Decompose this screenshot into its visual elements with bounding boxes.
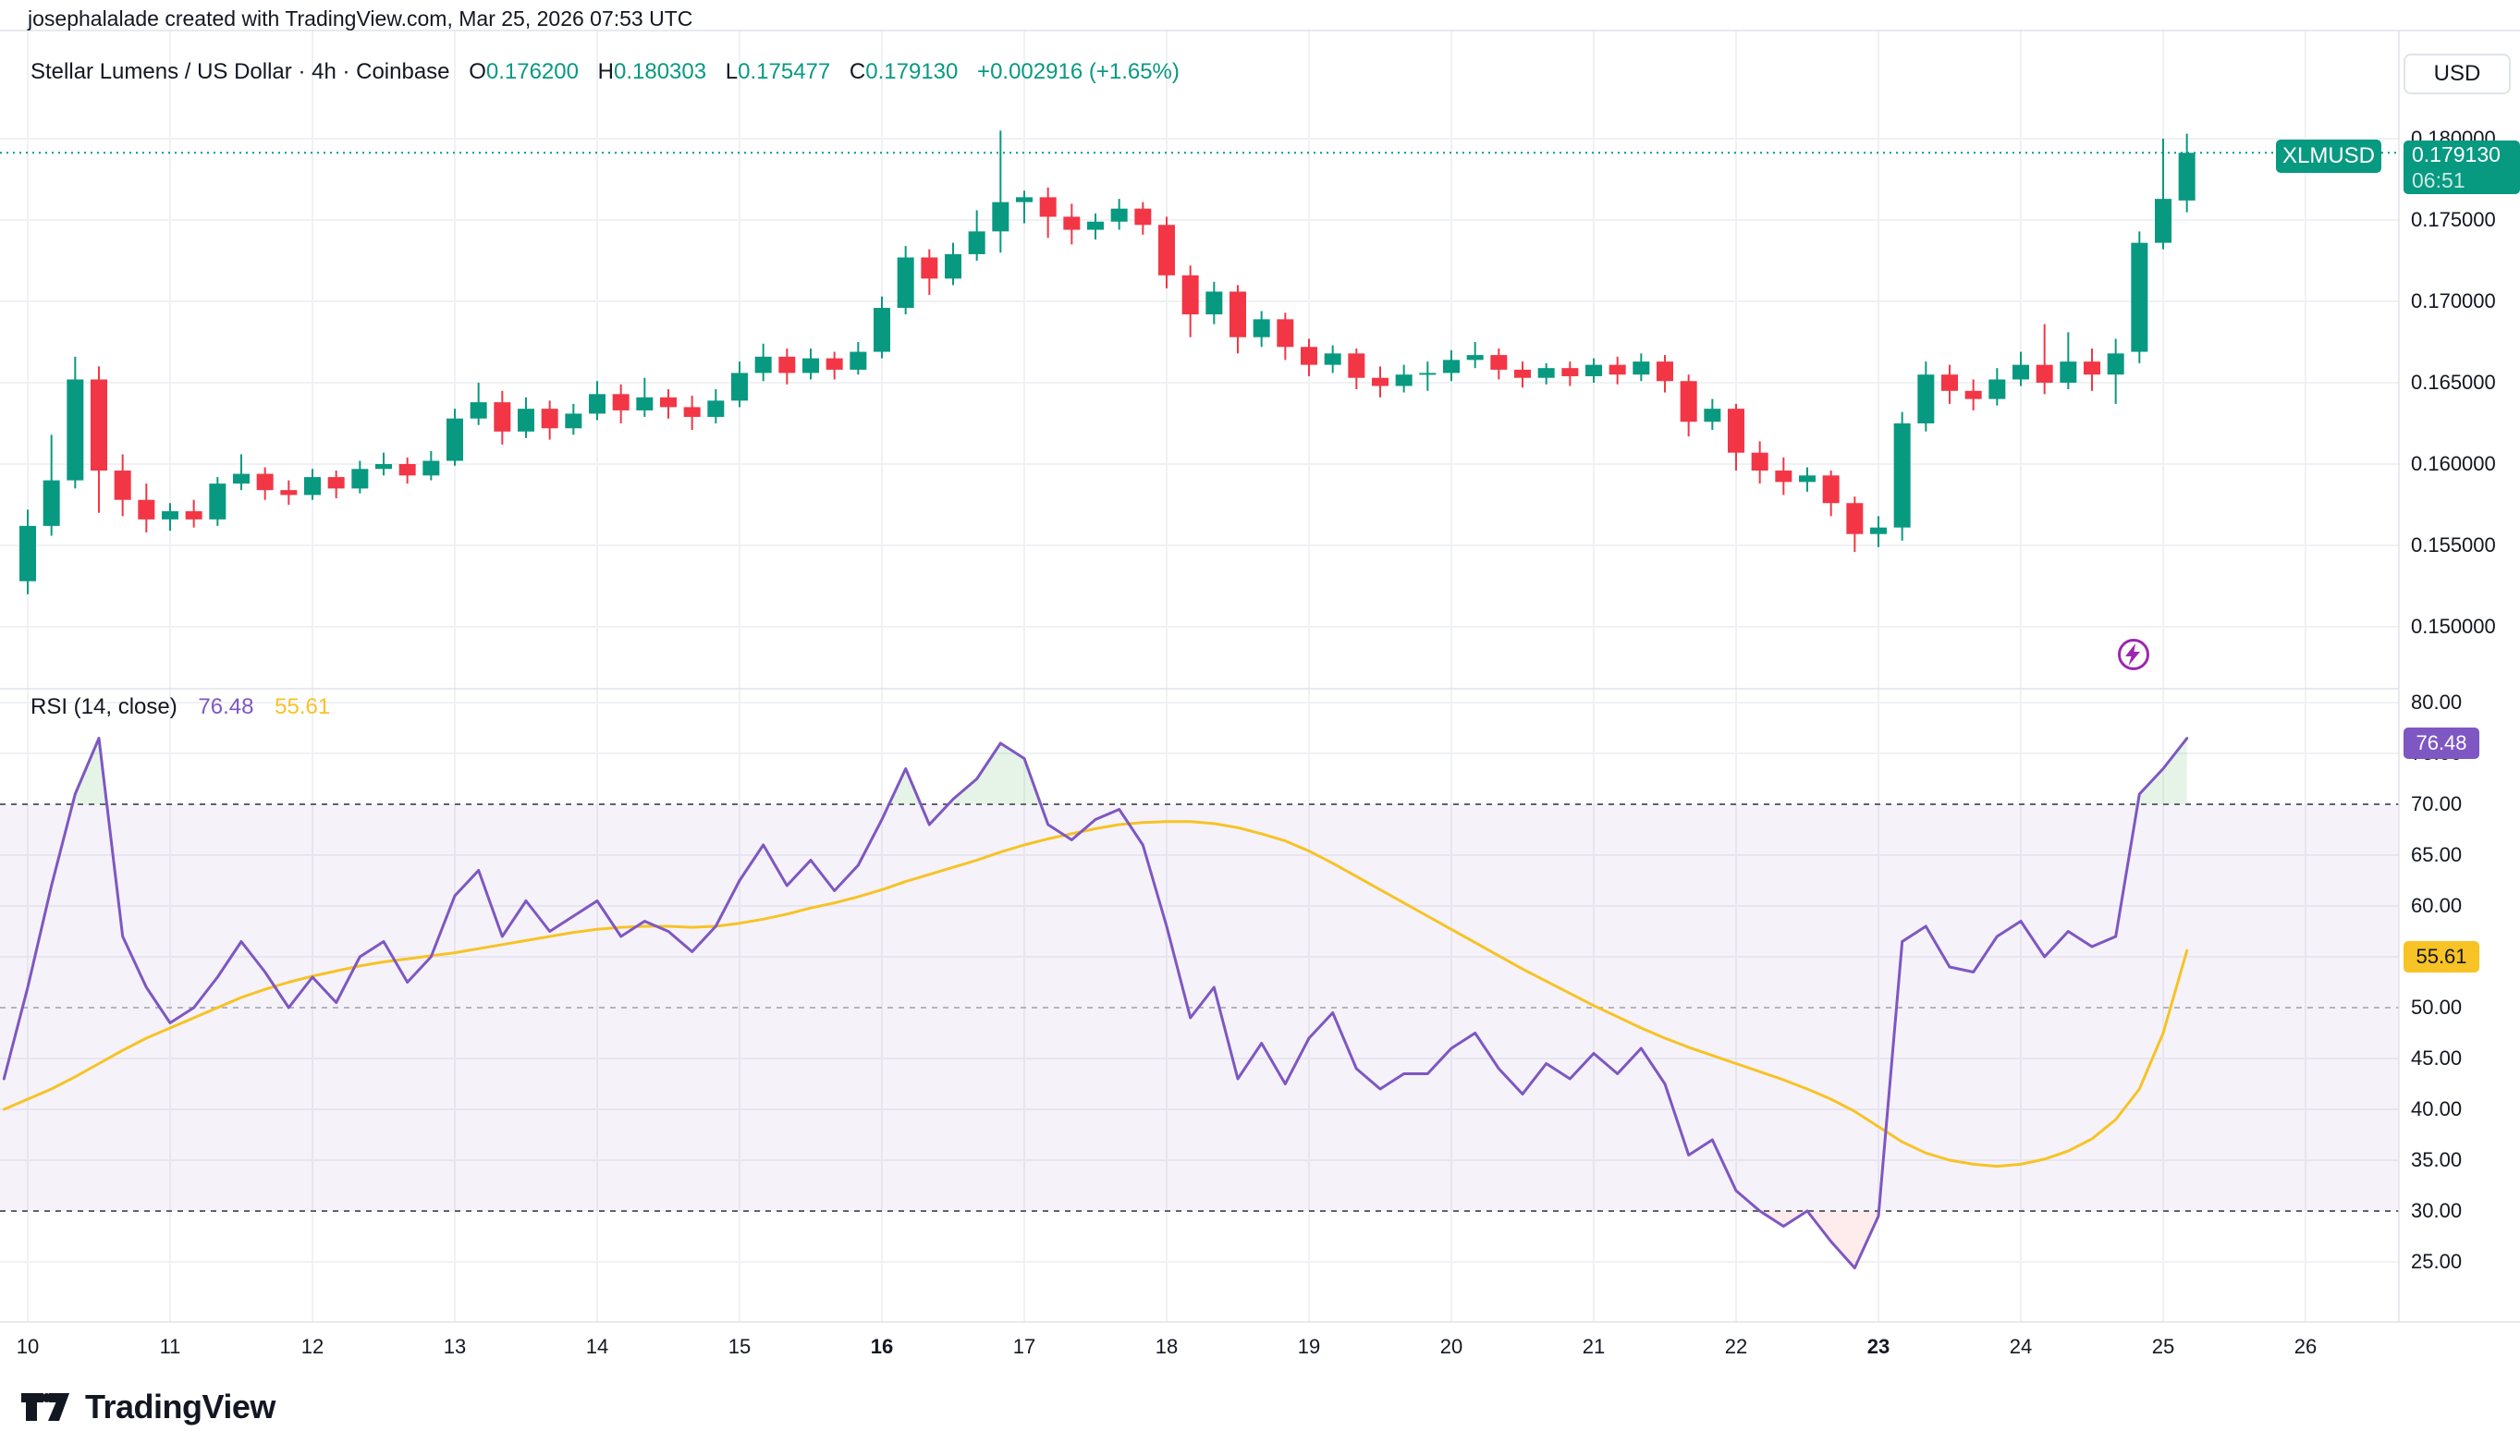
rsi-axis-label: 80.00 [2411,691,2463,714]
price-axis-label: 0.175000 [2411,208,2496,231]
rsi-axis-label: 40.00 [2411,1097,2463,1120]
time-axis-label: 26 [2294,1335,2318,1358]
rsi-oversold-fill [1759,1211,1879,1268]
time-axis-label: 22 [1724,1335,1748,1358]
time-axis-label: 16 [870,1335,894,1358]
time-axis-label: 25 [2151,1335,2175,1358]
tradingview-logo-icon [21,1393,69,1421]
price-axis-label: 0.155000 [2411,533,2496,557]
time-axis-label: 23 [1866,1335,1890,1358]
rsi-legend-value: 76.48 [198,694,254,719]
rsi-axis-label: 45.00 [2411,1046,2463,1070]
rsi-ma-legend-value: 55.61 [275,694,331,719]
last-price-badge: 0.179130 06:51 [2404,141,2520,194]
rsi-ma-value-badge: 55.61 [2404,941,2479,973]
time-axis-label: 20 [1439,1335,1463,1358]
currency-toggle-button[interactable]: USD [2404,54,2511,94]
time-axis-label: 17 [1012,1335,1036,1358]
rsi-axis-label: 65.00 [2411,843,2463,866]
symbol-price-flag: XLMUSD [2276,140,2381,173]
rsi-value-badge: 76.48 [2404,728,2479,759]
attribution-text: josephalalade created with TradingView.c… [28,6,693,31]
price-axis-label: 0.170000 [2411,289,2496,312]
rsi-line [2,737,2189,1270]
time-axis-label: 11 [159,1335,181,1358]
rsi-axis-label: 35.00 [2411,1148,2463,1171]
time-axis-label: 13 [443,1335,467,1358]
rsi-ma-line [2,820,2189,1168]
bar-countdown: 06:51 [2412,168,2465,192]
time-axis-label: 18 [1155,1335,1179,1358]
time-axis-label: 12 [300,1335,324,1358]
last-price-value: 0.179130 [2412,142,2501,166]
gridlines [0,31,2399,1322]
tradingview-brand-text: TradingView [85,1388,275,1425]
rsi-legend-title: RSI (14, close) [31,694,177,719]
lightning-icon[interactable] [2115,636,2152,673]
ohlc-close: C0.179130 [849,59,959,84]
ohlc-low: L0.175477 [725,59,831,84]
rsi-axis-label: 70.00 [2411,792,2463,815]
rsi-axis-label: 30.00 [2411,1199,2463,1222]
rsi-legend[interactable]: RSI (14, close) 76.48 55.61 [31,693,330,721]
price-axis-label: 0.160000 [2411,452,2496,475]
time-axis-label: 21 [1582,1335,1606,1358]
time-axis-label: 24 [2009,1335,2033,1358]
rsi-axis-label: 50.00 [2411,996,2463,1019]
ohlc-open: O0.176200 [469,59,579,84]
time-axis-label: 14 [585,1335,609,1358]
time-axis-label: 10 [16,1335,40,1358]
price-axis-label: 0.165000 [2411,371,2496,394]
ohlc-change: +0.002916 (+1.65%) [977,59,1180,84]
rsi-axis-label: 60.00 [2411,894,2463,917]
time-axis-label: 15 [728,1335,752,1358]
time-axis-label: 19 [1297,1335,1321,1358]
price-axis-label: 0.150000 [2411,615,2496,638]
rsi-overbought-fill [72,738,2187,804]
symbol-title[interactable]: Stellar Lumens / US Dollar · 4h · Coinba… [31,59,450,84]
candlestick-series [19,130,2196,594]
rsi-axis-label: 25.00 [2411,1250,2463,1273]
tradingview-logo[interactable]: TradingView [20,1387,275,1427]
axis-borders [0,30,2520,1323]
symbol-title-row: Stellar Lumens / US Dollar · 4h · Coinba… [31,57,1180,87]
ohlc-high: H0.180303 [597,59,707,84]
